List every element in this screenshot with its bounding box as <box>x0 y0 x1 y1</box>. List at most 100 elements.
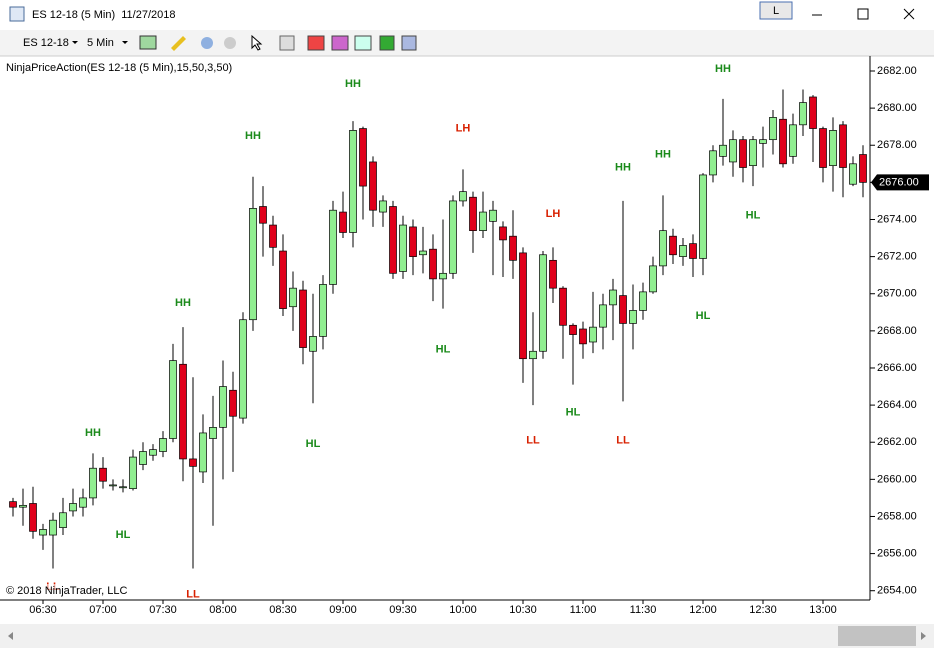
zoom-out-button[interactable] <box>224 37 236 49</box>
zoom-button[interactable] <box>201 37 213 49</box>
swing-label: HH <box>245 130 261 142</box>
candle-body <box>149 449 157 456</box>
data-box-button[interactable] <box>279 35 295 51</box>
scroll-thumb[interactable] <box>838 626 916 646</box>
swing-label: HL <box>566 406 581 418</box>
bar-type-button[interactable] <box>139 35 157 50</box>
candle-body <box>619 295 627 324</box>
x-tick-label: 12:00 <box>689 604 717 616</box>
swing-label: HH <box>175 297 191 309</box>
candle-body <box>369 161 377 211</box>
last-price-label: 2676.00 <box>879 176 919 188</box>
link-button-label[interactable]: L <box>773 5 779 17</box>
candle-body <box>199 432 207 473</box>
candle-body <box>19 504 27 508</box>
x-tick-label: 08:30 <box>269 604 297 616</box>
interval-selector[interactable]: 5 Min <box>87 37 114 49</box>
candle-body <box>599 304 607 328</box>
candle-body <box>629 310 637 324</box>
candle-body <box>699 174 707 259</box>
y-tick-label: 2678.00 <box>877 139 917 151</box>
indicator-button[interactable] <box>307 35 325 51</box>
y-tick-label: 2664.00 <box>877 399 917 411</box>
x-tick-label: 10:00 <box>449 604 477 616</box>
candle-body <box>79 497 87 508</box>
link-button[interactable] <box>759 1 793 20</box>
candle-body <box>489 209 497 222</box>
candle-body <box>789 124 797 157</box>
candle-body <box>269 224 277 248</box>
candle-body <box>159 438 167 452</box>
maximize-button[interactable] <box>857 8 869 20</box>
y-tick-label: 2654.00 <box>877 585 917 597</box>
candle-body <box>409 226 417 257</box>
candle-body <box>59 512 67 528</box>
candle-body <box>329 209 337 285</box>
app-icon <box>9 6 25 22</box>
candle-body <box>229 389 237 417</box>
swing-label: LL <box>186 588 200 600</box>
candle-body <box>589 326 597 343</box>
candle-body <box>289 287 297 308</box>
candle-body <box>569 324 577 335</box>
y-tick-label: 2670.00 <box>877 288 917 300</box>
candle-body <box>429 248 437 280</box>
x-tick-label: 10:30 <box>509 604 537 616</box>
candle-body <box>309 336 317 352</box>
y-tick-label: 2682.00 <box>877 65 917 77</box>
template-button[interactable] <box>354 35 372 51</box>
candle-body <box>769 117 777 141</box>
order-button[interactable] <box>379 35 395 51</box>
candle-body <box>519 252 527 360</box>
properties-button[interactable] <box>401 35 417 51</box>
close-button[interactable] <box>903 8 915 20</box>
swing-label: LH <box>456 122 471 134</box>
candle-body <box>689 243 697 259</box>
swing-label: LL <box>526 434 540 446</box>
candle-body <box>509 235 517 261</box>
toolbar-icons <box>139 34 417 51</box>
candle-body <box>339 211 347 233</box>
window-title: ES 12-18 (5 Min) 11/27/2018 <box>32 9 176 21</box>
scrollbar[interactable] <box>0 624 934 648</box>
x-tick-label: 07:00 <box>89 604 117 616</box>
candle-body <box>669 235 677 256</box>
y-tick-label: 2656.00 <box>877 548 917 560</box>
candle-body <box>739 139 747 168</box>
candle-body <box>679 245 687 257</box>
candle-body <box>209 427 217 439</box>
candle-body <box>319 284 327 337</box>
pointer-button[interactable] <box>251 34 263 51</box>
candle-body <box>249 207 257 321</box>
candle-body <box>279 250 287 309</box>
candle-body <box>129 456 137 489</box>
candle-body <box>729 139 737 163</box>
candle-body <box>549 259 557 289</box>
x-tick-label: 11:00 <box>570 604 597 616</box>
candle-body <box>169 360 177 439</box>
drawing-tool-button[interactable] <box>171 36 186 51</box>
y-tick-label: 2660.00 <box>877 473 917 485</box>
candle-body <box>109 484 117 487</box>
swing-label: HL <box>696 310 711 322</box>
candle-body <box>449 200 457 274</box>
instrument-selector[interactable]: ES 12-18 <box>23 37 69 49</box>
swing-label: HH <box>615 161 631 173</box>
indicator-label: NinjaPriceAction(ES 12-18 (5 Min),15,50,… <box>6 62 232 74</box>
candle-body <box>69 503 77 512</box>
strategy-button[interactable] <box>331 35 349 51</box>
x-tick-label: 11:30 <box>630 604 657 616</box>
candle-body <box>849 163 857 185</box>
candle-body <box>349 130 357 233</box>
swing-label: LL <box>616 434 630 446</box>
candle-body <box>39 529 47 536</box>
candle-body <box>859 154 867 183</box>
candle-body <box>379 200 387 213</box>
x-tick-label: 06:30 <box>29 604 57 616</box>
candle-body <box>49 519 57 536</box>
swing-label: HH <box>655 148 671 160</box>
swing-label: HL <box>746 210 761 222</box>
x-tick-label: 08:00 <box>209 604 237 616</box>
